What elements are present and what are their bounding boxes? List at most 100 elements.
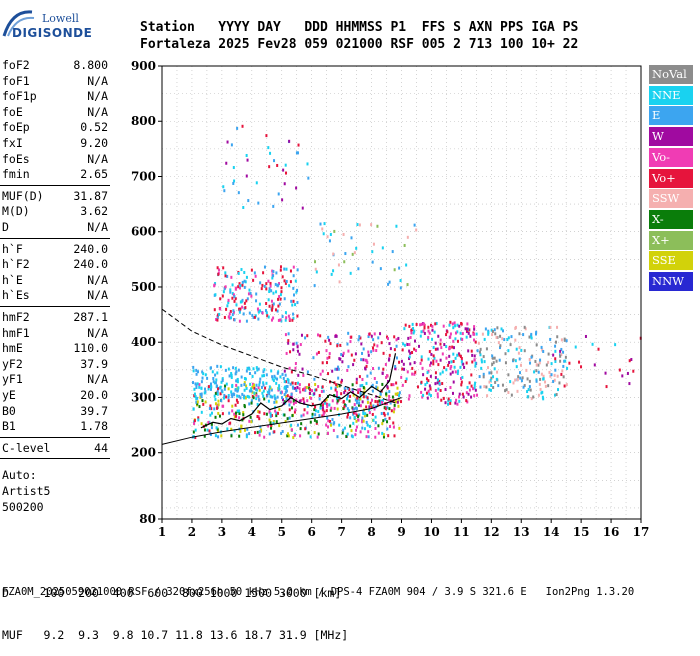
echo-point — [407, 397, 410, 401]
echo-point — [280, 290, 283, 294]
echo-point — [230, 393, 233, 397]
echo-point — [480, 358, 483, 362]
echo-point — [226, 140, 229, 144]
echo-point — [237, 368, 240, 372]
echo-point — [593, 363, 596, 367]
echo-point — [316, 435, 319, 439]
echo-point — [210, 411, 213, 415]
echo-point — [537, 370, 540, 374]
echo-point — [470, 395, 473, 399]
echo-point — [427, 337, 430, 341]
echo-point — [235, 398, 238, 402]
echo-point — [204, 400, 207, 404]
echo-point — [223, 393, 226, 397]
echo-point — [528, 385, 531, 389]
echo-point — [417, 385, 420, 389]
echo-point — [236, 389, 239, 393]
echo-point — [237, 191, 240, 195]
echo-point — [326, 356, 329, 360]
echo-point — [321, 385, 324, 389]
echo-point — [223, 387, 226, 391]
echo-point — [552, 380, 555, 384]
echo-point — [406, 370, 409, 374]
echo-point — [374, 421, 377, 425]
echo-point — [359, 391, 362, 395]
echo-point — [274, 308, 277, 312]
echo-point — [340, 380, 343, 384]
echo-point — [432, 354, 435, 358]
echo-point — [319, 403, 322, 407]
echo-point — [204, 387, 207, 391]
echo-point — [370, 223, 373, 227]
echo-point — [215, 318, 218, 322]
echo-point — [371, 412, 374, 416]
echo-point — [423, 326, 426, 330]
echo-point — [262, 374, 265, 378]
echo-point — [271, 303, 274, 307]
echo-point — [466, 385, 469, 389]
echo-point — [458, 324, 461, 328]
echo-point — [544, 380, 547, 384]
param-name: foE — [2, 104, 23, 119]
echo-point — [219, 392, 222, 396]
echo-point — [278, 424, 281, 428]
echo-point — [422, 373, 425, 377]
echo-point — [254, 387, 257, 391]
echo-point — [354, 411, 357, 415]
echo-point — [220, 380, 223, 384]
echo-point — [260, 428, 263, 432]
echo-point — [216, 266, 219, 270]
param-value: 37.9 — [80, 356, 108, 371]
echo-point — [463, 365, 466, 369]
echo-point — [473, 383, 476, 387]
y-tick-label: 400 — [131, 335, 156, 349]
echo-point — [419, 323, 422, 327]
echo-point — [315, 270, 318, 274]
echo-point — [421, 366, 424, 370]
echo-point — [428, 384, 431, 388]
echo-point — [294, 303, 297, 307]
echo-point — [494, 332, 497, 336]
echo-point — [376, 386, 379, 390]
y-tick-label: 500 — [131, 280, 156, 294]
echo-point — [514, 326, 517, 330]
param-row: yF1 N/A — [2, 372, 108, 388]
echo-point — [381, 399, 384, 403]
echo-point — [396, 400, 399, 404]
echo-point — [216, 427, 219, 431]
echo-point — [327, 425, 330, 429]
echo-point — [291, 303, 294, 307]
echo-point — [227, 395, 230, 399]
echo-point — [245, 433, 248, 437]
param-row: h`E N/A — [2, 273, 108, 289]
echo-point — [294, 408, 297, 412]
echo-point — [317, 410, 320, 414]
echo-point — [554, 344, 557, 348]
echo-point — [346, 432, 349, 436]
param-name: yF1 — [2, 372, 23, 387]
echo-point — [292, 312, 295, 316]
echo-point — [237, 271, 240, 275]
echo-point — [432, 362, 435, 366]
echo-point — [552, 353, 555, 357]
echo-point — [241, 280, 244, 284]
echo-point — [435, 321, 438, 325]
echo-point — [449, 366, 452, 370]
echo-point — [361, 351, 364, 355]
echo-point — [565, 339, 568, 343]
echo-point — [491, 362, 494, 366]
echo-point — [456, 330, 459, 334]
echo-point — [348, 388, 351, 392]
echo-point — [258, 430, 261, 434]
echo-point — [292, 436, 295, 440]
echo-point — [292, 399, 295, 403]
echo-point — [562, 375, 565, 379]
echo-point — [277, 318, 280, 322]
echo-point — [556, 374, 559, 378]
echo-point — [338, 423, 341, 427]
echo-point — [415, 322, 418, 326]
echo-point — [244, 396, 247, 400]
echo-point — [343, 260, 346, 264]
param-value: N/A — [87, 151, 108, 166]
echo-point — [386, 406, 389, 410]
